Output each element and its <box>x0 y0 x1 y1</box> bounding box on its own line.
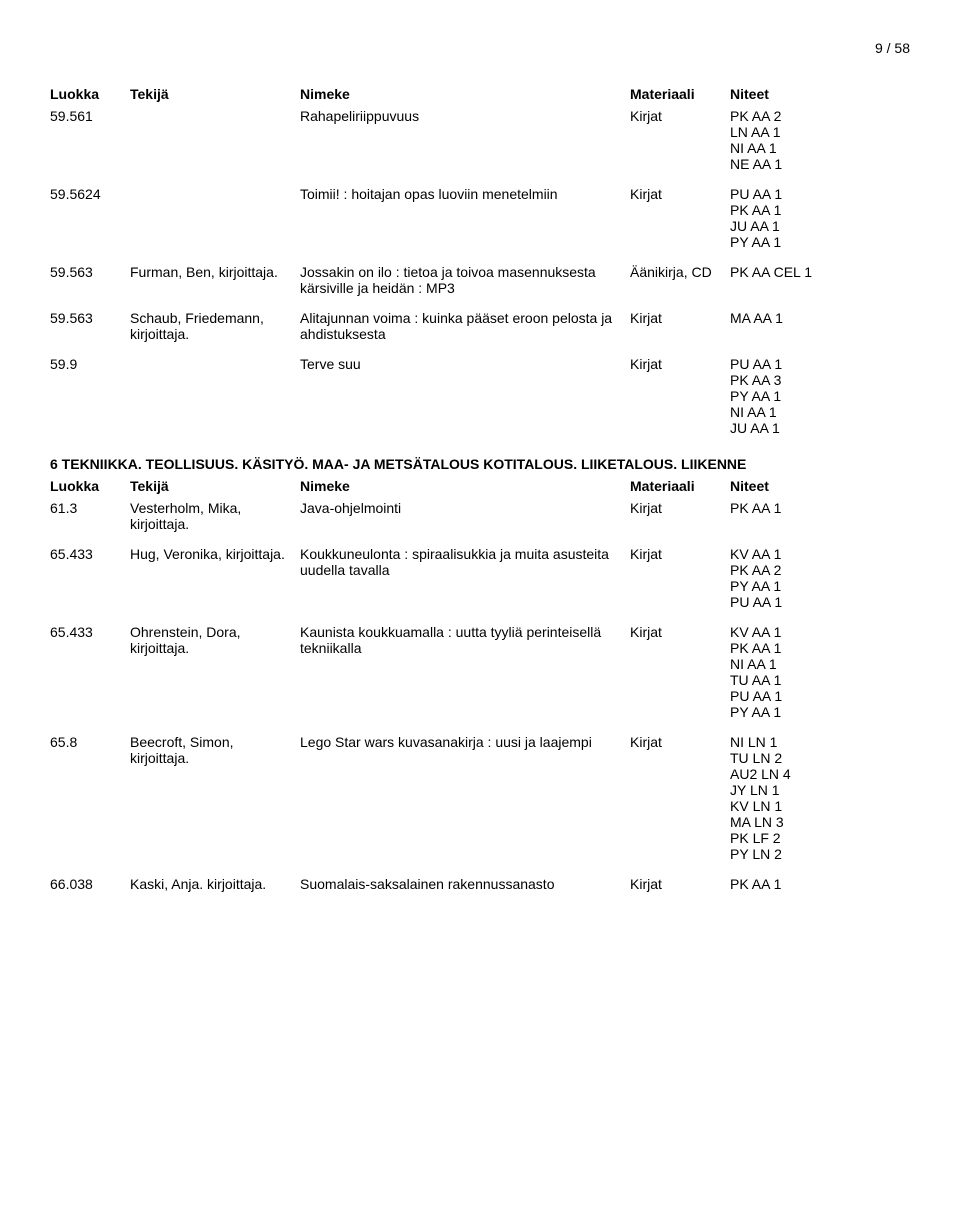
cell-niteet: KV AA 1 PK AA 2 PY AA 1 PU AA 1 <box>730 546 860 610</box>
cell-luokka: 59.561 <box>50 108 130 124</box>
cell-luokka: 66.038 <box>50 876 130 892</box>
header-luokka: Luokka <box>50 86 130 102</box>
cell-materiaali: Kirjat <box>630 108 730 124</box>
cell-niteet: NI LN 1 TU LN 2 AU2 LN 4 JY LN 1 KV LN 1… <box>730 734 860 862</box>
cell-nimeke: Kaunista koukkuamalla : uutta tyyliä per… <box>300 624 630 656</box>
cell-tekija: Beecroft, Simon, kirjoittaja. <box>130 734 300 766</box>
cell-tekija: Vesterholm, Mika, kirjoittaja. <box>130 500 300 532</box>
section-title: 6 TEKNIIKKA. TEOLLISUUS. KÄSITYÖ. MAA- J… <box>50 456 910 472</box>
header-nimeke: Nimeke <box>300 478 630 494</box>
cell-materiaali: Kirjat <box>630 310 730 326</box>
cell-luokka: 61.3 <box>50 500 130 516</box>
cell-niteet: MA AA 1 <box>730 310 860 326</box>
table-row: 59.563 Schaub, Friedemann, kirjoittaja. … <box>50 310 910 342</box>
cell-materiaali: Äänikirja, CD <box>630 264 730 280</box>
cell-tekija: Hug, Veronika, kirjoittaja. <box>130 546 300 562</box>
cell-materiaali: Kirjat <box>630 876 730 892</box>
cell-tekija: Ohrenstein, Dora, kirjoittaja. <box>130 624 300 656</box>
cell-luokka: 65.8 <box>50 734 130 750</box>
table-header-2: Luokka Tekijä Nimeke Materiaali Niteet <box>50 478 910 494</box>
cell-niteet: PK AA 1 <box>730 500 860 516</box>
table-row: 65.8 Beecroft, Simon, kirjoittaja. Lego … <box>50 734 910 862</box>
cell-nimeke: Koukkuneulonta : spiraalisukkia ja muita… <box>300 546 630 578</box>
cell-nimeke: Jossakin on ilo : tietoa ja toivoa masen… <box>300 264 630 296</box>
table-row: 59.9 Terve suu Kirjat PU AA 1 PK AA 3 PY… <box>50 356 910 436</box>
cell-luokka: 59.563 <box>50 310 130 326</box>
header-materiaali: Materiaali <box>630 86 730 102</box>
header-niteet: Niteet <box>730 86 860 102</box>
table-row: 59.5624 Toimii! : hoitajan opas luoviin … <box>50 186 910 250</box>
header-niteet: Niteet <box>730 478 860 494</box>
cell-materiaali: Kirjat <box>630 624 730 640</box>
table-row: 59.563 Furman, Ben, kirjoittaja. Jossaki… <box>50 264 910 296</box>
cell-nimeke: Terve suu <box>300 356 630 372</box>
cell-niteet: KV AA 1 PK AA 1 NI AA 1 TU AA 1 PU AA 1 … <box>730 624 860 720</box>
table-row: 61.3 Vesterholm, Mika, kirjoittaja. Java… <box>50 500 910 532</box>
cell-niteet: PU AA 1 PK AA 1 JU AA 1 PY AA 1 <box>730 186 860 250</box>
cell-niteet: PK AA CEL 1 <box>730 264 860 280</box>
header-materiaali: Materiaali <box>630 478 730 494</box>
cell-nimeke: Lego Star wars kuvasanakirja : uusi ja l… <box>300 734 630 750</box>
cell-tekija: Kaski, Anja. kirjoittaja. <box>130 876 300 892</box>
page-number: 9 / 58 <box>50 40 910 56</box>
cell-luokka: 65.433 <box>50 624 130 640</box>
cell-materiaali: Kirjat <box>630 734 730 750</box>
header-tekija: Tekijä <box>130 86 300 102</box>
header-nimeke: Nimeke <box>300 86 630 102</box>
cell-niteet: PK AA 1 <box>730 876 860 892</box>
cell-nimeke: Alitajunnan voima : kuinka pääset eroon … <box>300 310 630 342</box>
cell-tekija: Schaub, Friedemann, kirjoittaja. <box>130 310 300 342</box>
cell-niteet: PU AA 1 PK AA 3 PY AA 1 NI AA 1 JU AA 1 <box>730 356 860 436</box>
cell-nimeke: Toimii! : hoitajan opas luoviin menetelm… <box>300 186 630 202</box>
cell-tekija: Furman, Ben, kirjoittaja. <box>130 264 300 280</box>
cell-luokka: 59.563 <box>50 264 130 280</box>
cell-luokka: 59.9 <box>50 356 130 372</box>
table-row: 66.038 Kaski, Anja. kirjoittaja. Suomala… <box>50 876 910 892</box>
cell-materiaali: Kirjat <box>630 186 730 202</box>
table-header-1: Luokka Tekijä Nimeke Materiaali Niteet <box>50 86 910 102</box>
header-luokka: Luokka <box>50 478 130 494</box>
cell-niteet: PK AA 2 LN AA 1 NI AA 1 NE AA 1 <box>730 108 860 172</box>
cell-luokka: 59.5624 <box>50 186 130 202</box>
table-row: 59.561 Rahapeliriippuvuus Kirjat PK AA 2… <box>50 108 910 172</box>
cell-nimeke: Java-ohjelmointi <box>300 500 630 516</box>
cell-materiaali: Kirjat <box>630 546 730 562</box>
cell-luokka: 65.433 <box>50 546 130 562</box>
header-tekija: Tekijä <box>130 478 300 494</box>
cell-materiaali: Kirjat <box>630 500 730 516</box>
cell-materiaali: Kirjat <box>630 356 730 372</box>
table-row: 65.433 Hug, Veronika, kirjoittaja. Koukk… <box>50 546 910 610</box>
cell-nimeke: Rahapeliriippuvuus <box>300 108 630 124</box>
cell-nimeke: Suomalais-saksalainen rakennussanasto <box>300 876 630 892</box>
table-row: 65.433 Ohrenstein, Dora, kirjoittaja. Ka… <box>50 624 910 720</box>
